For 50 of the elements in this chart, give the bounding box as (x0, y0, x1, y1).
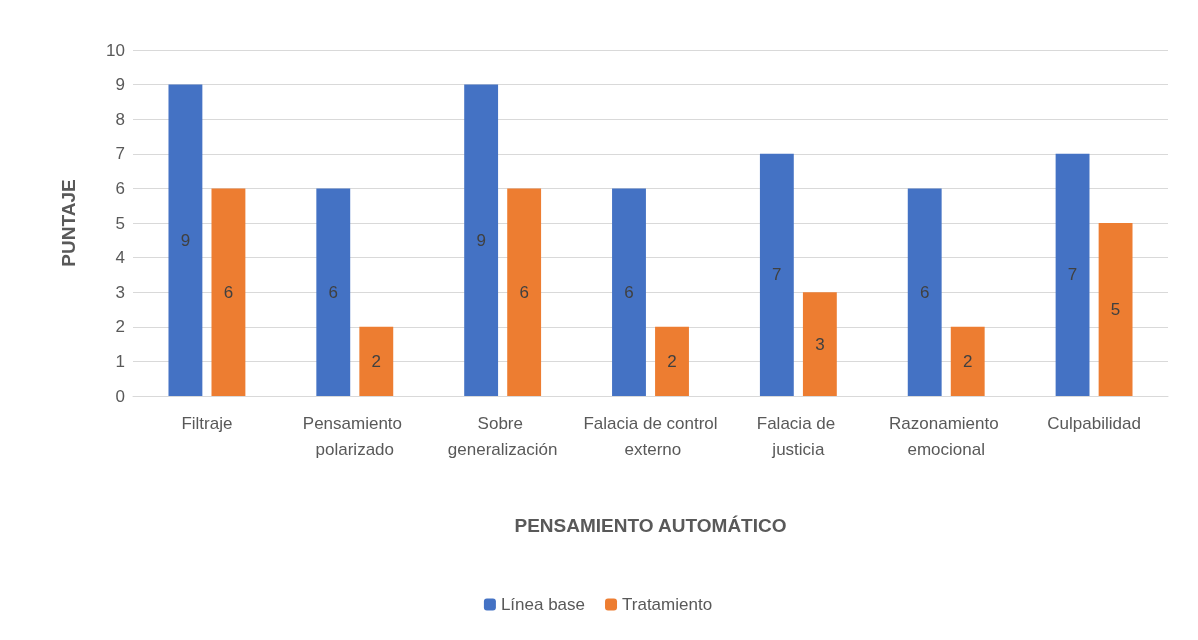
x-tick-label: Culpabilidad (1047, 413, 1141, 433)
bar (802, 292, 837, 396)
bar (1098, 223, 1133, 396)
y-tick-label: 4 (115, 248, 125, 268)
x-tick-label: Falacia de control externo (583, 413, 718, 459)
data-label: 6 (519, 282, 529, 302)
bar (316, 188, 351, 396)
y-tick-label: 7 (115, 144, 125, 164)
bar (655, 326, 689, 396)
bar (464, 84, 499, 396)
bar (759, 153, 794, 396)
bar (211, 188, 246, 396)
data-label: 6 (624, 282, 634, 302)
bar (1055, 153, 1090, 396)
data-label: 7 (1067, 265, 1078, 285)
y-tick-label: 8 (115, 109, 125, 129)
legend-label: Tratamiento (622, 595, 713, 614)
data-label: 3 (815, 334, 825, 354)
bar (168, 84, 203, 396)
x-tick-label: Pensamiento polarizado (302, 413, 407, 459)
x-tick-label: Falacia de justicia (756, 413, 840, 459)
legend-label: Línea base (500, 595, 586, 614)
data-label: 9 (180, 230, 191, 250)
data-label: 6 (223, 282, 234, 302)
y-tick-label: 5 (115, 213, 125, 233)
data-label: 6 (919, 282, 930, 302)
y-tick-label: 1 (115, 351, 125, 371)
data-label: 2 (371, 351, 382, 371)
y-tick-label: 6 (115, 178, 125, 198)
x-axis-title: PENSAMIENTO AUTOMÁTICO (514, 515, 787, 536)
y-tick-label: 2 (115, 317, 125, 337)
data-label: 7 (772, 265, 782, 285)
bar (612, 188, 646, 396)
data-label: 6 (328, 282, 339, 302)
data-label: 2 (667, 351, 677, 371)
x-tick-label: Sobre generalización (447, 413, 558, 459)
bar (907, 188, 942, 396)
y-tick-label: 0 (115, 386, 125, 406)
bar (950, 326, 985, 396)
y-tick-label: 10 (106, 40, 125, 60)
x-tick-label: Razonamiento emocional (889, 413, 1004, 459)
y-axis-title: PUNTAJE (58, 179, 79, 267)
bar (359, 326, 394, 396)
bar (507, 188, 542, 396)
data-label: 2 (962, 351, 973, 371)
data-label: 9 (476, 230, 486, 250)
y-tick-label: 3 (115, 282, 125, 302)
x-tick-label: Filtraje (181, 413, 233, 433)
y-tick-label: 9 (115, 75, 125, 95)
data-label: 5 (1110, 300, 1121, 319)
